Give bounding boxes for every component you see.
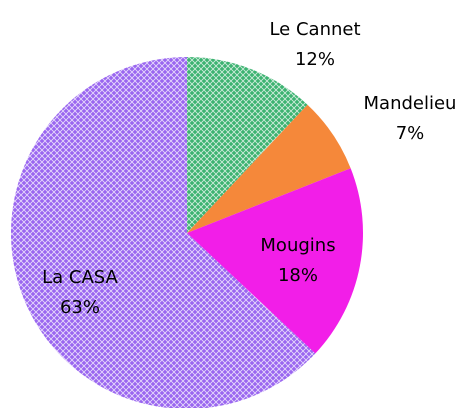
pie-slice xyxy=(187,57,308,233)
pie-slice xyxy=(187,168,363,354)
slice-value: 7% xyxy=(396,123,425,144)
slice-value: 63% xyxy=(60,297,100,318)
slice-value: 12% xyxy=(295,49,335,70)
slice-label: Le Cannet xyxy=(269,19,360,40)
slice-label: Mougins xyxy=(260,235,335,256)
slice-value: 18% xyxy=(278,265,318,286)
pie-slice xyxy=(11,57,316,408)
slice-label: La CASA xyxy=(42,267,118,288)
slice-label: Mandelieu xyxy=(364,93,457,114)
pie-slice xyxy=(187,104,351,233)
